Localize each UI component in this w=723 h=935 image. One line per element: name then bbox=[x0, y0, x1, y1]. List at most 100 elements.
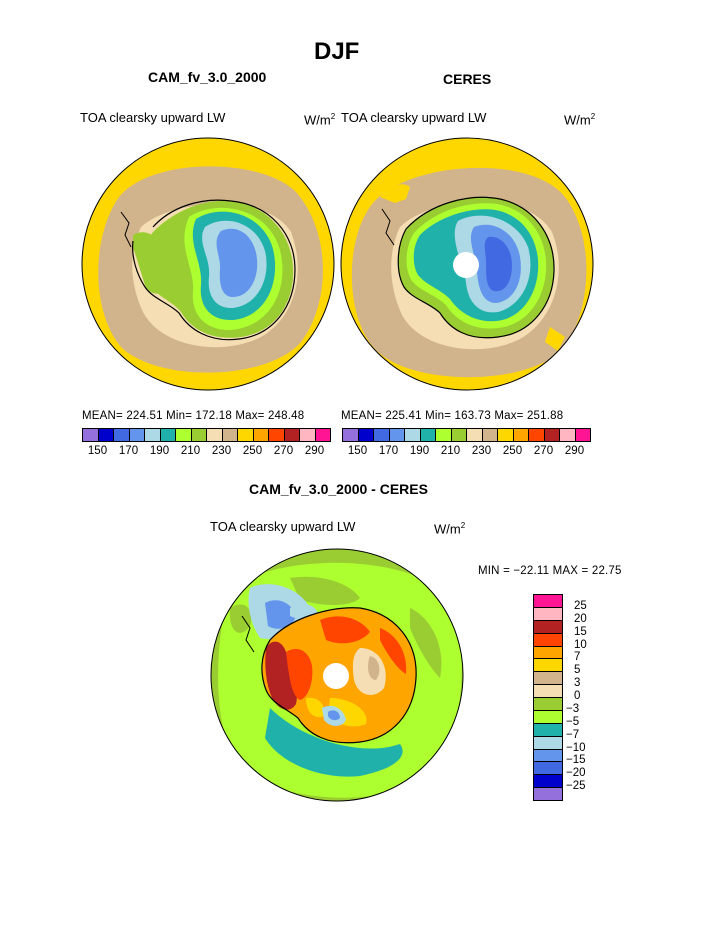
colorbar-swatch bbox=[314, 428, 331, 442]
colorbar-tick-label: 290 bbox=[304, 445, 325, 457]
legend-swatch bbox=[533, 709, 563, 724]
legend-swatch bbox=[533, 606, 563, 621]
legend-label: −3 bbox=[566, 702, 580, 715]
legend-label: −25 bbox=[566, 780, 586, 793]
colorbar-tick-label: 190 bbox=[149, 445, 170, 457]
colorbar-swatch bbox=[237, 428, 254, 442]
panel-1-polar-map bbox=[81, 137, 335, 391]
colorbar-swatch bbox=[283, 428, 300, 442]
colorbar-swatch bbox=[82, 428, 99, 442]
difference-stats: MIN = −22.11 MAX = 22.75 bbox=[478, 565, 622, 577]
legend-label: −20 bbox=[566, 767, 586, 780]
colorbar-swatch bbox=[128, 428, 145, 442]
colorbar-swatch bbox=[419, 428, 436, 442]
colorbar-swatch bbox=[221, 428, 238, 442]
panel-2-title: CERES bbox=[443, 71, 492, 87]
colorbar-swatch bbox=[373, 428, 390, 442]
difference-polar-map bbox=[210, 548, 464, 802]
colorbar-tick-label: 190 bbox=[409, 445, 430, 457]
difference-legend bbox=[533, 594, 563, 801]
panel-2-colorbar bbox=[342, 428, 591, 442]
colorbar-tick-label: 150 bbox=[87, 445, 108, 457]
legend-label: 0 bbox=[574, 690, 581, 702]
legend-swatch bbox=[533, 671, 563, 686]
difference-title: CAM_fv_3.0_2000 - CERES bbox=[249, 481, 428, 497]
legend-swatch bbox=[533, 787, 563, 801]
colorbar-swatch bbox=[252, 428, 269, 442]
legend-swatch bbox=[533, 619, 563, 634]
legend-swatch bbox=[533, 684, 563, 698]
figure-title: DJF bbox=[314, 38, 360, 65]
colorbar-tick-label: 270 bbox=[273, 445, 294, 457]
colorbar-swatch bbox=[299, 428, 316, 442]
colorbar-tick-label: 150 bbox=[347, 445, 368, 457]
legend-label: −15 bbox=[566, 754, 586, 767]
colorbar-swatch bbox=[144, 428, 161, 442]
legend-swatch bbox=[533, 722, 563, 737]
colorbar-swatch bbox=[175, 428, 192, 442]
legend-swatch bbox=[533, 645, 563, 660]
colorbar-swatch bbox=[466, 428, 483, 442]
legend-swatch bbox=[533, 735, 563, 750]
difference-variable-label: TOA clearsky upward LW bbox=[210, 519, 356, 534]
colorbar-tick-label: 290 bbox=[564, 445, 585, 457]
legend-label: 20 bbox=[574, 612, 587, 625]
colorbar-tick-label: 170 bbox=[118, 445, 139, 457]
legend-label: 10 bbox=[574, 638, 587, 651]
panel-2-units: W/m2 bbox=[564, 112, 596, 128]
legend-label: 3 bbox=[574, 677, 581, 690]
colorbar-swatch bbox=[497, 428, 514, 442]
colorbar-swatch bbox=[450, 428, 467, 442]
panel-1-colorbar bbox=[82, 428, 331, 442]
colorbar-tick-label: 210 bbox=[440, 445, 461, 457]
panel-2-colorbar-ticks: 150 170 190 210 230 250 270 290 bbox=[342, 445, 590, 459]
panel-1-stats: MEAN= 224.51 Min= 172.18 Max= 248.48 bbox=[82, 410, 305, 422]
colorbar-swatch bbox=[528, 428, 545, 442]
legend-swatch bbox=[533, 761, 563, 776]
colorbar-tick-label: 230 bbox=[211, 445, 232, 457]
legend-swatch bbox=[533, 594, 563, 608]
colorbar-swatch bbox=[190, 428, 207, 442]
colorbar-swatch bbox=[574, 428, 591, 442]
colorbar-swatch bbox=[159, 428, 176, 442]
colorbar-swatch bbox=[559, 428, 576, 442]
difference-units: W/m2 bbox=[434, 521, 466, 537]
colorbar-tick-label: 250 bbox=[502, 445, 523, 457]
panel-1-units: W/m2 bbox=[304, 112, 336, 128]
colorbar-swatch bbox=[481, 428, 498, 442]
colorbar-swatch bbox=[206, 428, 223, 442]
colorbar-swatch bbox=[357, 428, 374, 442]
colorbar-tick-label: 170 bbox=[378, 445, 399, 457]
colorbar-swatch bbox=[388, 428, 405, 442]
panel-2-polar-map bbox=[340, 137, 594, 391]
panel-2-stats: MEAN= 225.41 Min= 163.73 Max= 251.88 bbox=[341, 410, 564, 422]
colorbar-swatch bbox=[435, 428, 452, 442]
panel-1-colorbar-ticks: 150 170 190 210 230 250 270 290 bbox=[82, 445, 330, 459]
legend-label: 7 bbox=[574, 651, 581, 664]
colorbar-swatch bbox=[97, 428, 114, 442]
colorbar-tick-label: 250 bbox=[242, 445, 263, 457]
colorbar-tick-label: 230 bbox=[471, 445, 492, 457]
panel-1-title: CAM_fv_3.0_2000 bbox=[148, 69, 267, 85]
legend-label: −5 bbox=[566, 715, 580, 728]
panel-2-variable-label: TOA clearsky upward LW bbox=[341, 110, 487, 125]
colorbar-swatch bbox=[113, 428, 130, 442]
panel-1-variable-label: TOA clearsky upward LW bbox=[80, 110, 226, 125]
legend-swatch bbox=[533, 697, 563, 711]
legend-swatch bbox=[533, 658, 563, 673]
legend-label: 25 bbox=[574, 599, 587, 612]
colorbar-swatch bbox=[512, 428, 529, 442]
legend-swatch bbox=[533, 748, 563, 763]
legend-label: −7 bbox=[566, 728, 580, 741]
legend-label: −10 bbox=[566, 741, 586, 754]
legend-label: 5 bbox=[574, 664, 581, 677]
legend-label: 15 bbox=[574, 625, 587, 638]
legend-swatch bbox=[533, 632, 563, 647]
colorbar-swatch bbox=[404, 428, 421, 442]
legend-swatch bbox=[533, 774, 563, 789]
colorbar-tick-label: 270 bbox=[533, 445, 554, 457]
colorbar-swatch bbox=[342, 428, 359, 442]
colorbar-tick-label: 210 bbox=[180, 445, 201, 457]
difference-legend-labels: 25 20 15 10 7 5 3 0 −3 −5 −7 −10 −15 −20 −25 bbox=[566, 594, 616, 800]
colorbar-swatch bbox=[543, 428, 560, 442]
